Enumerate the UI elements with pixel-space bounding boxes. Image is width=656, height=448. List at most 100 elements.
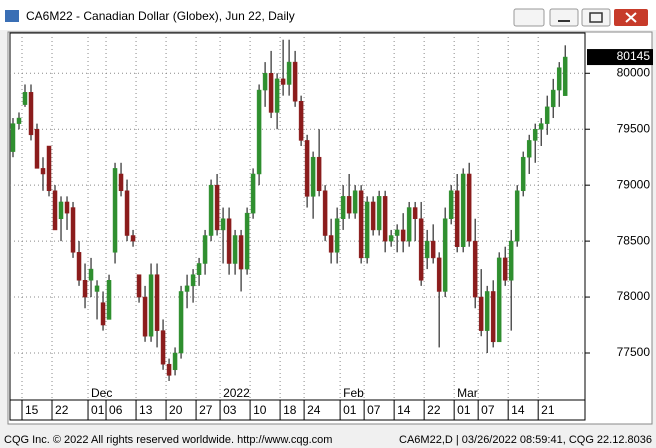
footer-status: CA6M22,D | 03/26/2022 08:59:41, CQG 22.1… xyxy=(399,434,652,446)
x-tick-label: 03 xyxy=(223,403,237,417)
candle-body xyxy=(472,240,478,298)
candle-body xyxy=(400,229,406,242)
candle-body xyxy=(130,235,136,242)
x-tick-label: 14 xyxy=(511,403,525,417)
candle-body xyxy=(298,101,304,141)
title-bar xyxy=(0,0,656,30)
candle-body xyxy=(262,73,268,91)
candle-body xyxy=(202,235,208,264)
candle-body xyxy=(268,73,274,113)
candle-body xyxy=(70,207,76,253)
candle-body xyxy=(346,196,352,214)
candle-body xyxy=(88,268,94,281)
candle-body xyxy=(136,274,142,298)
candle-body xyxy=(322,190,328,236)
candle-body xyxy=(448,190,454,219)
plot-area xyxy=(9,32,586,401)
candle-body xyxy=(16,117,22,124)
maximize-icon xyxy=(589,12,603,23)
candle-body xyxy=(484,291,490,331)
candle-body xyxy=(466,173,472,242)
candle-body xyxy=(478,296,484,331)
candle-body xyxy=(52,190,58,231)
candle-body xyxy=(220,218,226,231)
candle-body xyxy=(22,92,28,105)
candle-body xyxy=(514,190,520,242)
candle-body xyxy=(166,363,172,376)
candle-body xyxy=(316,156,322,192)
candle-body xyxy=(562,56,568,96)
plot: 77500 78000 78500 79000 79500 80000 15 22 01 06 13… xyxy=(10,33,653,420)
month-label: 2022 xyxy=(223,386,250,400)
minimize-button[interactable] xyxy=(549,8,579,27)
month-label: Feb xyxy=(343,386,364,400)
candle-body xyxy=(436,257,442,292)
candle-body xyxy=(454,190,460,247)
candle-body xyxy=(526,140,532,158)
candle-body xyxy=(382,196,388,242)
link-button[interactable] xyxy=(513,8,545,27)
x-tick-label: 18 xyxy=(283,403,297,417)
close-icon xyxy=(625,12,637,23)
candle-body xyxy=(358,190,364,259)
candle-body xyxy=(544,106,550,124)
candle-body xyxy=(100,302,106,326)
candle-body xyxy=(328,235,334,253)
candle-body xyxy=(538,123,544,130)
x-tick-label: 07 xyxy=(481,403,495,417)
candle-body xyxy=(394,229,400,236)
x-tick-label: 01 xyxy=(91,403,105,417)
x-tick-label: 15 xyxy=(25,403,39,417)
candle-body xyxy=(28,92,34,136)
candle-body xyxy=(532,128,538,141)
candle-body xyxy=(82,280,88,298)
x-tick-label: 13 xyxy=(139,403,153,417)
candle-body xyxy=(502,257,508,281)
candle-body xyxy=(334,218,340,253)
candle-body xyxy=(520,156,526,192)
footer-copyright: CQG Inc. © 2022 All rights reserved worl… xyxy=(4,434,332,446)
candle-body xyxy=(208,184,214,236)
app-icon xyxy=(5,10,19,22)
y-tick-label: 77500 xyxy=(617,345,651,359)
candle-body xyxy=(154,274,160,331)
maximize-button[interactable] xyxy=(581,8,611,27)
candle-body xyxy=(418,218,424,281)
candle-body xyxy=(430,240,436,259)
candle-body xyxy=(340,196,346,219)
candle-body xyxy=(256,89,262,175)
month-label: Mar xyxy=(457,386,478,400)
candle-body xyxy=(292,61,298,102)
y-tick-label: 78000 xyxy=(617,289,651,303)
y-tick-label: 78500 xyxy=(617,233,651,247)
candle-body xyxy=(190,274,196,287)
y-tick-label: 80000 xyxy=(617,65,651,79)
candle-body xyxy=(370,201,376,231)
candle-body xyxy=(46,145,52,192)
candle-body xyxy=(196,263,202,275)
x-tick-label: 20 xyxy=(169,403,183,417)
candle-body xyxy=(244,212,250,270)
candle-body xyxy=(274,78,280,113)
candle-body xyxy=(496,257,502,343)
candle-body xyxy=(76,252,82,281)
candle-body xyxy=(424,240,430,259)
candle-body xyxy=(172,352,178,371)
candle-body xyxy=(160,330,166,365)
candle-body xyxy=(112,168,118,253)
candle-body xyxy=(490,291,496,343)
candle-body xyxy=(214,184,220,231)
candle-body xyxy=(280,78,286,85)
candle-body xyxy=(58,201,64,219)
candle-body xyxy=(118,173,124,192)
x-tick-label: 10 xyxy=(253,403,267,417)
candle-body xyxy=(184,285,190,292)
candle-body xyxy=(550,89,556,108)
candle-body xyxy=(238,235,244,270)
candle-body xyxy=(40,168,46,175)
candle-body xyxy=(250,173,256,214)
candle-body xyxy=(376,196,382,231)
candle-body xyxy=(556,67,562,91)
x-tick-label: 21 xyxy=(541,403,555,417)
